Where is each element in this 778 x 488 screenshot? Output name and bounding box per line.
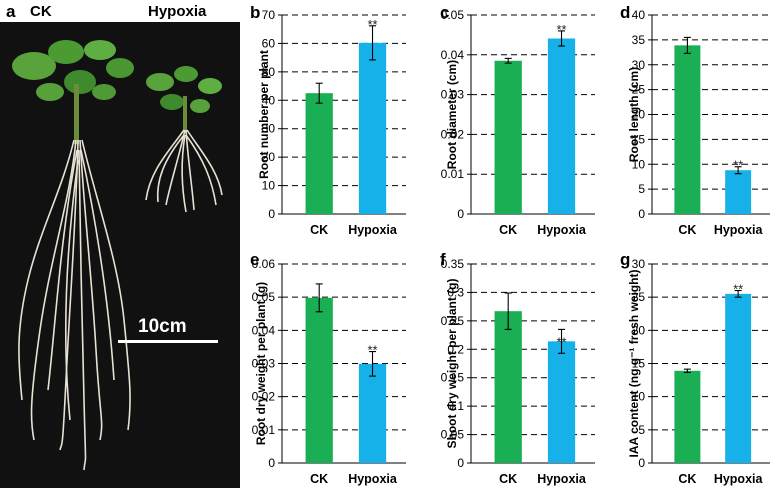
bar-ck bbox=[305, 93, 333, 214]
panel-label-a: a bbox=[6, 2, 16, 21]
category-label: Hypoxia bbox=[537, 472, 587, 486]
y-axis-label: Shoot dry weight per plant (g) bbox=[445, 279, 459, 449]
bar-hypoxia bbox=[358, 363, 387, 463]
category-label: Hypoxia bbox=[348, 472, 398, 486]
y-tick-label: 0.03 bbox=[252, 357, 276, 371]
y-tick-label: 20 bbox=[632, 108, 646, 122]
significance-label: ** bbox=[556, 22, 566, 37]
y-tick-label: 0.04 bbox=[252, 323, 276, 337]
panel-label-e: e bbox=[250, 250, 259, 269]
y-tick-label: 50 bbox=[262, 65, 276, 79]
significance-label: ** bbox=[733, 282, 743, 297]
bar-hypoxia bbox=[358, 42, 387, 214]
y-tick-label: 0.02 bbox=[252, 390, 276, 404]
category-label: CK bbox=[310, 223, 328, 237]
y-axis-label: Root diameter (cm) bbox=[445, 60, 459, 169]
y-tick-label: 10 bbox=[632, 390, 646, 404]
y-tick-label: 0 bbox=[457, 456, 464, 470]
significance-label: ** bbox=[556, 334, 566, 349]
panel-label-d: d bbox=[620, 3, 630, 22]
category-label: CK bbox=[678, 472, 696, 486]
category-label: Hypoxia bbox=[714, 472, 764, 486]
category-label: Hypoxia bbox=[714, 223, 764, 237]
y-tick-label: 0.2 bbox=[447, 342, 464, 356]
significance-label: ** bbox=[733, 158, 743, 173]
y-tick-label: 15 bbox=[632, 132, 646, 146]
y-tick-label: 25 bbox=[632, 83, 646, 97]
category-label: Hypoxia bbox=[348, 223, 398, 237]
photo-label-ck: CK bbox=[30, 3, 52, 20]
y-tick-label: 0.01 bbox=[252, 423, 276, 437]
y-tick-label: 0 bbox=[638, 456, 645, 470]
y-axis-label: Root dry weight per plant (g) bbox=[254, 282, 268, 445]
category-label: CK bbox=[499, 472, 517, 486]
ck-plant-roots bbox=[18, 139, 131, 471]
y-tick-label: 0.03 bbox=[441, 88, 465, 102]
panel-label-f: f bbox=[440, 250, 446, 269]
y-tick-label: 0.06 bbox=[252, 257, 276, 271]
y-tick-label: 0 bbox=[268, 456, 275, 470]
hypoxia-plant-roots bbox=[145, 129, 223, 213]
panel-label-c: c bbox=[440, 3, 449, 22]
y-tick-label: 35 bbox=[632, 33, 646, 47]
bar-ck bbox=[494, 311, 522, 463]
plant-photo: a CK Hypoxia bbox=[0, 2, 240, 488]
y-tick-label: 15 bbox=[632, 357, 646, 371]
y-tick-label: 60 bbox=[262, 36, 276, 50]
category-label: Hypoxia bbox=[537, 223, 587, 237]
panel-label-g: g bbox=[620, 250, 630, 269]
y-axis-label: Root length (cm) bbox=[627, 67, 641, 162]
y-tick-label: 20 bbox=[262, 150, 276, 164]
category-label: CK bbox=[678, 223, 696, 237]
y-tick-label: 30 bbox=[632, 257, 646, 271]
y-tick-label: 30 bbox=[262, 122, 276, 136]
y-tick-label: 20 bbox=[632, 323, 646, 337]
bar-hypoxia bbox=[547, 38, 576, 215]
bar-hypoxia bbox=[725, 170, 752, 214]
category-label: CK bbox=[310, 472, 328, 486]
bar-ck bbox=[674, 45, 701, 214]
scale-bar-label: 10cm bbox=[138, 316, 187, 337]
y-tick-label: 10 bbox=[262, 179, 276, 193]
bar-ck bbox=[305, 297, 333, 463]
hypoxia-plant-shoot bbox=[146, 66, 222, 132]
y-tick-label: 0.05 bbox=[441, 428, 465, 442]
ck-plant-shoot bbox=[12, 40, 134, 144]
y-tick-label: 0 bbox=[457, 207, 464, 221]
significance-label: ** bbox=[367, 343, 377, 358]
bar-hypoxia bbox=[725, 293, 752, 463]
y-tick-label: 5 bbox=[638, 182, 645, 196]
y-tick-label: 0.25 bbox=[441, 314, 465, 328]
y-tick-label: 0.01 bbox=[441, 167, 465, 181]
y-tick-label: 5 bbox=[638, 423, 645, 437]
y-tick-label: 40 bbox=[262, 93, 276, 107]
y-tick-label: 0.15 bbox=[441, 371, 465, 385]
photo-label-hypoxia: Hypoxia bbox=[148, 3, 207, 20]
significance-label: ** bbox=[367, 17, 377, 32]
bar-ck bbox=[494, 60, 522, 214]
y-tick-label: 10 bbox=[632, 157, 646, 171]
y-tick-label: 0.05 bbox=[441, 8, 465, 22]
y-axis-label: IAA content (ng g⁻¹ fresh weight) bbox=[627, 270, 641, 458]
panel-label-b: b bbox=[250, 3, 260, 22]
y-tick-label: 0 bbox=[268, 207, 275, 221]
scale-bar bbox=[118, 340, 218, 343]
y-tick-label: 70 bbox=[262, 8, 276, 22]
bar-ck bbox=[674, 370, 701, 463]
y-tick-label: 25 bbox=[632, 290, 646, 304]
y-tick-label: 0.02 bbox=[441, 127, 465, 141]
y-tick-label: 0.35 bbox=[441, 257, 465, 271]
y-tick-label: 40 bbox=[632, 8, 646, 22]
y-tick-label: 0 bbox=[638, 207, 645, 221]
y-tick-label: 0.05 bbox=[252, 290, 276, 304]
y-tick-label: 0.04 bbox=[441, 48, 465, 62]
y-tick-label: 30 bbox=[632, 58, 646, 72]
y-tick-label: 0.1 bbox=[447, 399, 464, 413]
bar-hypoxia bbox=[547, 341, 576, 463]
y-tick-label: 0.3 bbox=[447, 285, 464, 299]
y-axis-label: Root number per plant bbox=[257, 50, 271, 179]
category-label: CK bbox=[499, 223, 517, 237]
